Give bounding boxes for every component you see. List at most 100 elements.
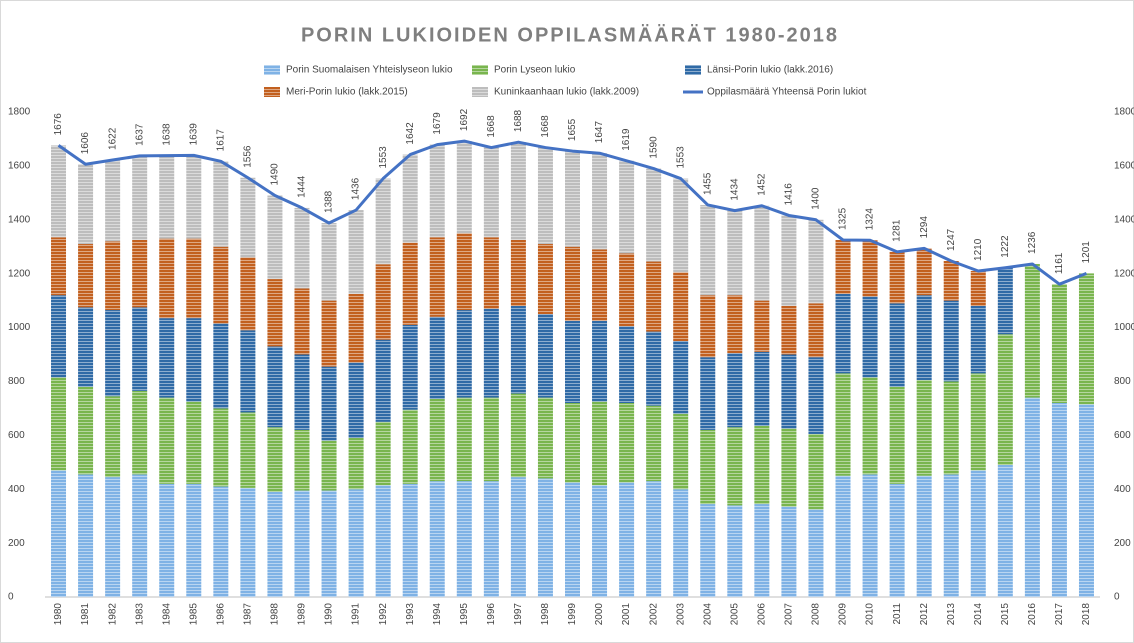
bar-segment xyxy=(321,223,337,301)
bar-segment xyxy=(375,421,391,486)
x-tick-label: 2010 xyxy=(865,603,876,626)
bar-segment xyxy=(673,341,689,414)
bar-segment xyxy=(402,242,418,325)
bar-segment xyxy=(673,413,689,490)
bar-segment xyxy=(943,381,959,475)
bar-segment xyxy=(808,509,824,597)
data-label: 1452 xyxy=(756,173,767,196)
x-tick-label: 1980 xyxy=(53,603,64,626)
bar-segment xyxy=(105,241,121,311)
data-label: 1622 xyxy=(107,127,118,150)
bar-segment xyxy=(970,470,986,597)
x-tick-label: 2004 xyxy=(702,603,713,626)
bar-segment xyxy=(862,377,878,475)
bar-segment xyxy=(565,151,580,247)
data-label: 1444 xyxy=(297,175,308,198)
bar-segment xyxy=(105,310,121,397)
data-label: 1281 xyxy=(892,219,903,242)
legend-label: Porin Suomalaisen Yhteislyseon lukio xyxy=(286,65,453,76)
x-tick-label: 2012 xyxy=(919,603,930,626)
y-tick-label: 1400 xyxy=(8,214,31,225)
bar-segment xyxy=(835,475,851,597)
bar-segment xyxy=(754,300,770,352)
bar-segment xyxy=(537,397,553,479)
y2-tick-label: 600 xyxy=(1114,430,1131,441)
bar-segment xyxy=(997,267,1013,335)
data-label: 1655 xyxy=(567,118,578,141)
bar-segment xyxy=(646,481,662,597)
bar-segment xyxy=(835,373,851,476)
y-tick-label: 600 xyxy=(8,430,25,441)
data-label: 1388 xyxy=(324,190,335,213)
x-tick-label: 2000 xyxy=(594,603,605,626)
bar-segment xyxy=(1024,263,1040,398)
bar-segment xyxy=(348,293,364,363)
bar-segment xyxy=(510,306,526,394)
bar-segment xyxy=(321,366,337,441)
bar-segment xyxy=(700,204,716,296)
data-label: 1668 xyxy=(540,115,551,138)
data-label: 1434 xyxy=(729,178,740,201)
bar-segment xyxy=(267,195,283,280)
x-tick-label: 2007 xyxy=(784,603,795,626)
bar-segment xyxy=(105,477,121,597)
bar-segment xyxy=(537,478,553,597)
bar-segment xyxy=(592,401,608,486)
data-label: 1400 xyxy=(811,187,822,210)
bar-segment xyxy=(348,210,364,294)
data-label: 1638 xyxy=(161,123,172,146)
bar-segment xyxy=(1078,273,1094,405)
data-label: 1668 xyxy=(486,115,497,138)
bar-segment xyxy=(294,354,310,430)
bar-segment xyxy=(835,239,851,294)
y-tick-label: 1600 xyxy=(8,161,31,172)
bar-segment xyxy=(213,486,229,597)
bar-segment xyxy=(456,310,472,398)
bar-segment xyxy=(510,239,526,306)
legend-swatch xyxy=(472,87,488,97)
bar-segment xyxy=(592,485,608,597)
bar-segment xyxy=(916,295,932,381)
bar-segment xyxy=(132,474,148,597)
y-tick-label: 1200 xyxy=(8,268,31,279)
y2-tick-label: 200 xyxy=(1114,538,1131,549)
x-tick-label: 1989 xyxy=(297,603,308,626)
bar-segment xyxy=(321,300,337,367)
x-tick-label: 1993 xyxy=(405,603,416,626)
bar-segment xyxy=(294,207,310,289)
bar-segment xyxy=(727,505,743,597)
bar-segment xyxy=(943,261,959,301)
x-tick-label: 2018 xyxy=(1081,603,1092,626)
y2-tick-label: 0 xyxy=(1114,592,1120,603)
bar-segment xyxy=(186,238,202,319)
bar-segment xyxy=(213,323,229,409)
bar-segment xyxy=(510,142,526,240)
data-label: 1236 xyxy=(1027,231,1038,254)
y-tick-label: 400 xyxy=(8,484,25,495)
bar-segment xyxy=(159,483,175,597)
bar-segment xyxy=(78,244,94,308)
bar-segment xyxy=(483,237,499,309)
bar-segment xyxy=(348,489,364,597)
bar-segment xyxy=(727,353,743,428)
x-tick-label: 1992 xyxy=(378,603,389,626)
bar-segment xyxy=(456,233,472,311)
bar-segment xyxy=(997,464,1013,597)
bar-segment xyxy=(754,205,770,301)
x-tick-label: 1985 xyxy=(188,603,199,626)
total-line xyxy=(57,139,1088,286)
bar-segment xyxy=(619,160,635,254)
bar-segment xyxy=(51,377,67,471)
bar-segment xyxy=(916,475,932,597)
bar-segment xyxy=(646,168,662,262)
bar-segment xyxy=(51,470,67,597)
legend-swatch xyxy=(264,65,280,75)
bar-segment xyxy=(51,295,67,378)
bar-segment xyxy=(862,240,878,297)
bar-segment xyxy=(402,409,418,484)
bar-segment xyxy=(240,257,256,331)
bar-segment xyxy=(375,178,391,265)
bar-segment xyxy=(78,164,94,245)
legend-label: Meri-Porin lukio (lakk.2015) xyxy=(286,87,408,98)
